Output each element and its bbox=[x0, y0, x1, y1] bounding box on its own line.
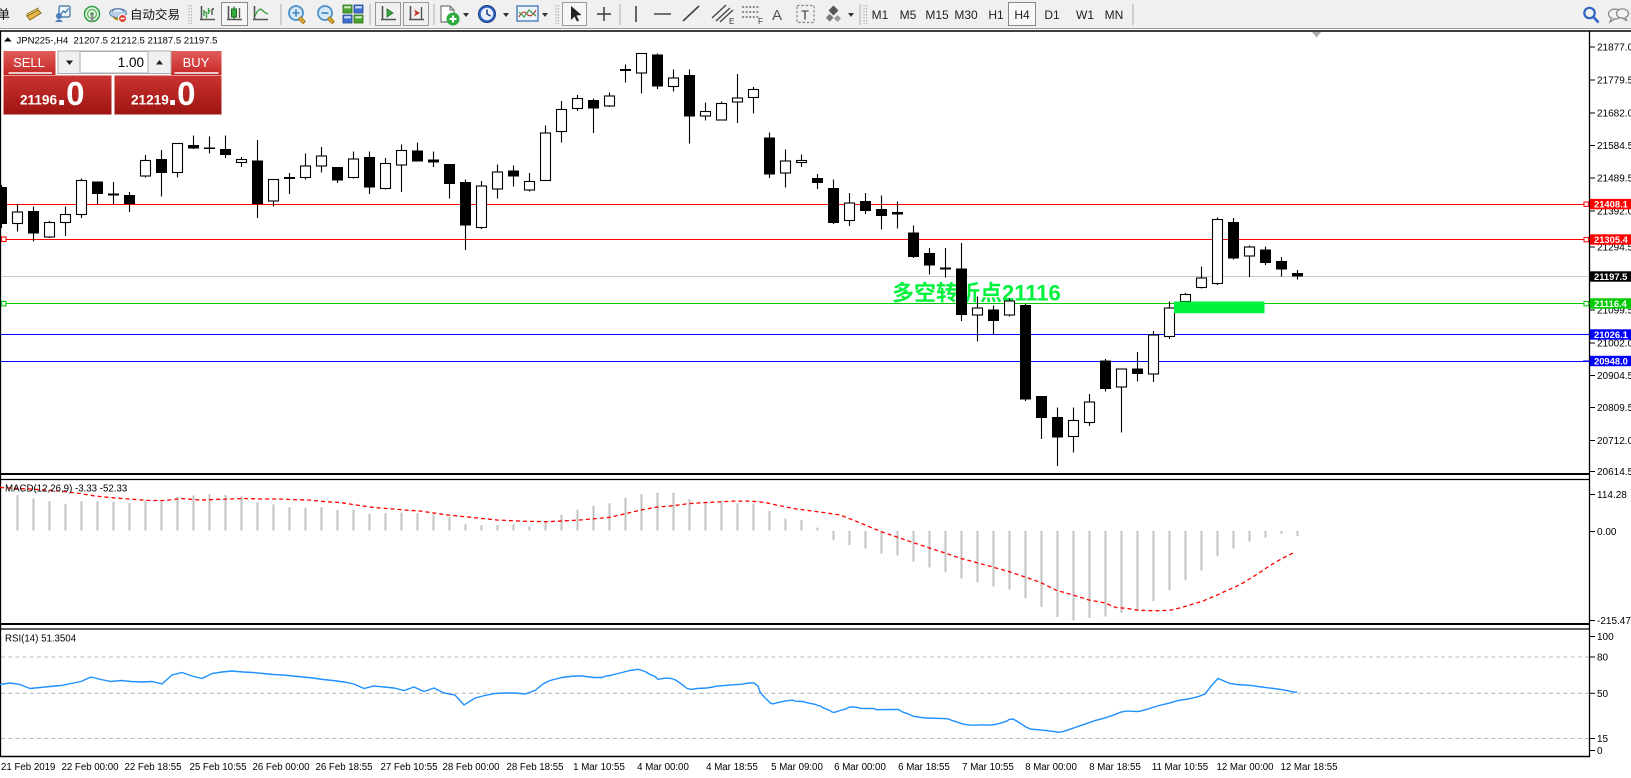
svg-text:28 Feb 00:00: 28 Feb 00:00 bbox=[442, 762, 500, 773]
svg-text:M1: M1 bbox=[872, 8, 889, 22]
svg-text:21294.5: 21294.5 bbox=[1597, 243, 1631, 254]
svg-text:0.00: 0.00 bbox=[1597, 527, 1617, 538]
svg-text:12 Mar 00:00: 12 Mar 00:00 bbox=[1216, 762, 1274, 773]
svg-text:21196: 21196 bbox=[20, 93, 57, 108]
svg-text:MACD(12,26,9) -3.33 -52.33: MACD(12,26,9) -3.33 -52.33 bbox=[5, 484, 127, 495]
svg-text:28 Feb 18:55: 28 Feb 18:55 bbox=[506, 762, 563, 773]
svg-text:80: 80 bbox=[1597, 653, 1609, 664]
svg-text:21002.0: 21002.0 bbox=[1597, 339, 1631, 350]
svg-text:22 Feb 18:55: 22 Feb 18:55 bbox=[124, 762, 181, 773]
svg-text:BUY: BUY bbox=[183, 55, 210, 70]
svg-text:114.28: 114.28 bbox=[1597, 490, 1627, 501]
svg-text:21116.4: 21116.4 bbox=[1594, 298, 1628, 309]
svg-text:21682.0: 21682.0 bbox=[1597, 109, 1631, 120]
svg-text:26 Feb 18:55: 26 Feb 18:55 bbox=[315, 762, 372, 773]
svg-text:20809.5: 20809.5 bbox=[1597, 403, 1631, 414]
svg-text:H4: H4 bbox=[1014, 8, 1030, 22]
svg-text:E: E bbox=[729, 17, 734, 26]
svg-text:H1: H1 bbox=[988, 8, 1004, 22]
svg-text:7 Mar 10:55: 7 Mar 10:55 bbox=[962, 762, 1014, 773]
svg-text:21779.5: 21779.5 bbox=[1597, 76, 1631, 87]
svg-text:21392.0: 21392.0 bbox=[1597, 207, 1631, 218]
svg-text:4 Mar 00:00: 4 Mar 00:00 bbox=[637, 762, 689, 773]
svg-text:21305.4: 21305.4 bbox=[1594, 234, 1629, 245]
svg-text:21026.1: 21026.1 bbox=[1594, 329, 1628, 340]
svg-text:M15: M15 bbox=[925, 8, 949, 22]
svg-text:26 Feb 00:00: 26 Feb 00:00 bbox=[252, 762, 310, 773]
svg-text:8 Mar 00:00: 8 Mar 00:00 bbox=[1025, 762, 1077, 773]
svg-text:22 Feb 00:00: 22 Feb 00:00 bbox=[61, 762, 119, 773]
svg-text:25 Feb 10:55: 25 Feb 10:55 bbox=[189, 762, 246, 773]
svg-text:A: A bbox=[772, 7, 782, 24]
svg-text:MN: MN bbox=[1105, 8, 1124, 22]
svg-text:F: F bbox=[758, 17, 763, 26]
svg-text:21197.5: 21197.5 bbox=[1594, 271, 1627, 282]
svg-text:T: T bbox=[801, 8, 809, 23]
svg-text:15: 15 bbox=[1597, 734, 1609, 745]
svg-text:100: 100 bbox=[1597, 632, 1614, 643]
svg-text:21219: 21219 bbox=[131, 93, 169, 108]
svg-text:27 Feb 10:55: 27 Feb 10:55 bbox=[380, 762, 437, 773]
svg-text:20948.0: 20948.0 bbox=[1594, 356, 1628, 367]
svg-text:6 Mar 18:55: 6 Mar 18:55 bbox=[898, 762, 950, 773]
svg-text:4 Mar 18:55: 4 Mar 18:55 bbox=[706, 762, 758, 773]
svg-text:.0: .0 bbox=[168, 75, 196, 112]
svg-text:SELL: SELL bbox=[13, 55, 45, 70]
svg-text:JPN225-,H4 21207.5 21212.5 21: JPN225-,H4 21207.5 21212.5 21187.5 21197… bbox=[17, 36, 218, 47]
svg-text:M30: M30 bbox=[954, 8, 978, 22]
svg-text:21 Feb 2019: 21 Feb 2019 bbox=[1, 762, 55, 773]
svg-text:5 Mar 09:00: 5 Mar 09:00 bbox=[771, 762, 823, 773]
svg-text:8 Mar 18:55: 8 Mar 18:55 bbox=[1089, 762, 1141, 773]
svg-text:21584.5: 21584.5 bbox=[1597, 141, 1631, 152]
svg-text:1.00: 1.00 bbox=[118, 55, 144, 70]
svg-text:21489.5: 21489.5 bbox=[1597, 174, 1631, 185]
svg-text:1 Mar 10:55: 1 Mar 10:55 bbox=[573, 762, 625, 773]
svg-text:W1: W1 bbox=[1076, 8, 1094, 22]
svg-text:21877.0: 21877.0 bbox=[1597, 43, 1631, 54]
svg-text:0: 0 bbox=[1597, 746, 1603, 757]
svg-text:RSI(14) 51.3504: RSI(14) 51.3504 bbox=[5, 634, 77, 645]
svg-text:11 Mar 10:55: 11 Mar 10:55 bbox=[1152, 762, 1208, 773]
svg-text:6 Mar 00:00: 6 Mar 00:00 bbox=[834, 762, 886, 773]
svg-text:20712.0: 20712.0 bbox=[1597, 436, 1631, 447]
svg-text:M5: M5 bbox=[900, 8, 917, 22]
svg-text:.0: .0 bbox=[57, 75, 85, 112]
svg-text:D1: D1 bbox=[1044, 8, 1060, 22]
svg-text:20904.5: 20904.5 bbox=[1597, 371, 1631, 382]
svg-text:50: 50 bbox=[1597, 689, 1609, 700]
svg-text:-215.47: -215.47 bbox=[1597, 616, 1631, 627]
svg-text:20614.5: 20614.5 bbox=[1597, 467, 1631, 478]
svg-text:21099.5: 21099.5 bbox=[1597, 306, 1631, 317]
svg-text:21408.1: 21408.1 bbox=[1594, 199, 1628, 210]
svg-text:12 Mar 18:55: 12 Mar 18:55 bbox=[1280, 762, 1337, 773]
